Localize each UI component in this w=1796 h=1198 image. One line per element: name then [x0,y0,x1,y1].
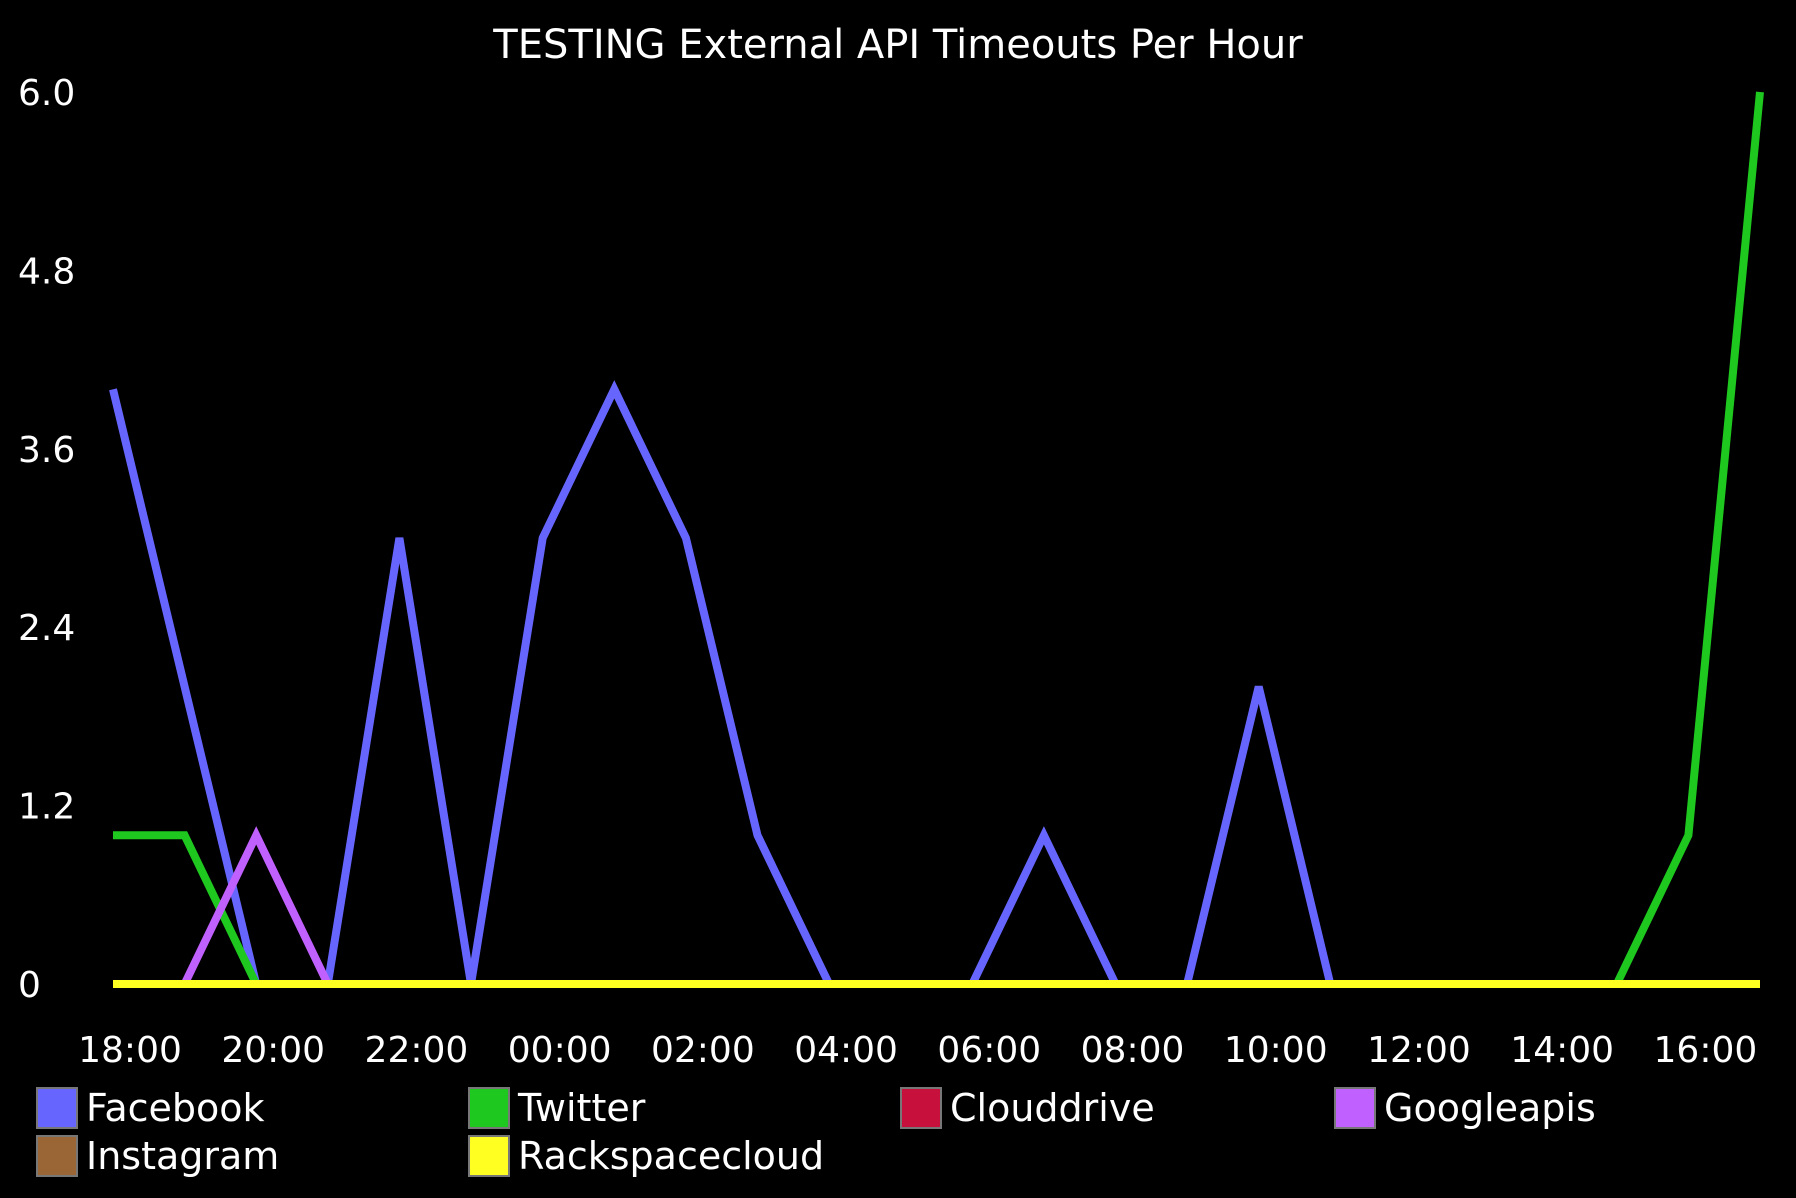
legend-swatch-rackspacecloud [468,1135,510,1177]
x-tick-label: 14:00 [1510,1030,1614,1071]
legend-swatch-googleapis [1334,1087,1376,1129]
series-line-facebook [109,380,1760,988]
legend-item-facebook: Facebook [36,1084,265,1132]
legend: Facebook Twitter Clouddrive Googleapis I… [36,1084,1776,1180]
x-tick-label: 18:00 [78,1030,182,1071]
legend-item-googleapis: Googleapis [1334,1084,1596,1132]
legend-swatch-facebook [36,1087,78,1129]
series-lines [109,91,1764,988]
x-tick-label: 06:00 [937,1030,1041,1071]
y-tick-label: 1.2 [18,787,75,828]
legend-item-clouddrive: Clouddrive [900,1084,1155,1132]
y-tick-label: 3.6 [18,430,75,471]
x-tick-label: 10:00 [1224,1030,1328,1071]
y-tick-label: 6.0 [18,73,75,114]
legend-label-twitter: Twitter [518,1086,646,1130]
legend-label-rackspacecloud: Rackspacecloud [518,1134,825,1178]
legend-swatch-clouddrive [900,1087,942,1129]
series-line-twitter [113,91,1764,988]
x-tick-label: 20:00 [221,1030,325,1071]
x-tick-label: 04:00 [794,1030,898,1071]
legend-item-rackspacecloud: Rackspacecloud [468,1132,824,1180]
x-tick-label: 22:00 [365,1030,469,1071]
x-axis-ticks: 18:00 20:00 22:00 00:00 02:00 04:00 06:00 08:00… [78,1030,1757,1071]
x-tick-label: 16:00 [1654,1030,1758,1071]
legend-item-twitter: Twitter [468,1084,645,1132]
legend-label-clouddrive: Clouddrive [950,1086,1155,1130]
legend-label-facebook: Facebook [86,1086,265,1130]
x-tick-label: 02:00 [651,1030,755,1071]
x-tick-label: 12:00 [1367,1030,1471,1071]
legend-swatch-twitter [468,1087,510,1129]
legend-row-2: Instagram Rackspacecloud [36,1132,1776,1180]
legend-swatch-instagram [36,1135,78,1177]
y-tick-label: 2.4 [18,608,75,649]
series-line-googleapis [113,826,1760,988]
legend-label-instagram: Instagram [86,1134,280,1178]
legend-row-1: Facebook Twitter Clouddrive Googleapis [36,1084,1776,1132]
y-tick-label: 0 [18,965,41,1006]
legend-label-googleapis: Googleapis [1384,1086,1596,1130]
x-tick-label: 08:00 [1081,1030,1185,1071]
y-tick-label: 4.8 [18,251,75,292]
x-tick-label: 00:00 [508,1030,612,1071]
y-axis-ticks: 0 1.2 2.4 3.6 4.8 6.0 [18,73,75,1006]
legend-item-instagram: Instagram [36,1132,279,1180]
chart-title: TESTING External API Timeouts Per Hour [492,22,1303,68]
